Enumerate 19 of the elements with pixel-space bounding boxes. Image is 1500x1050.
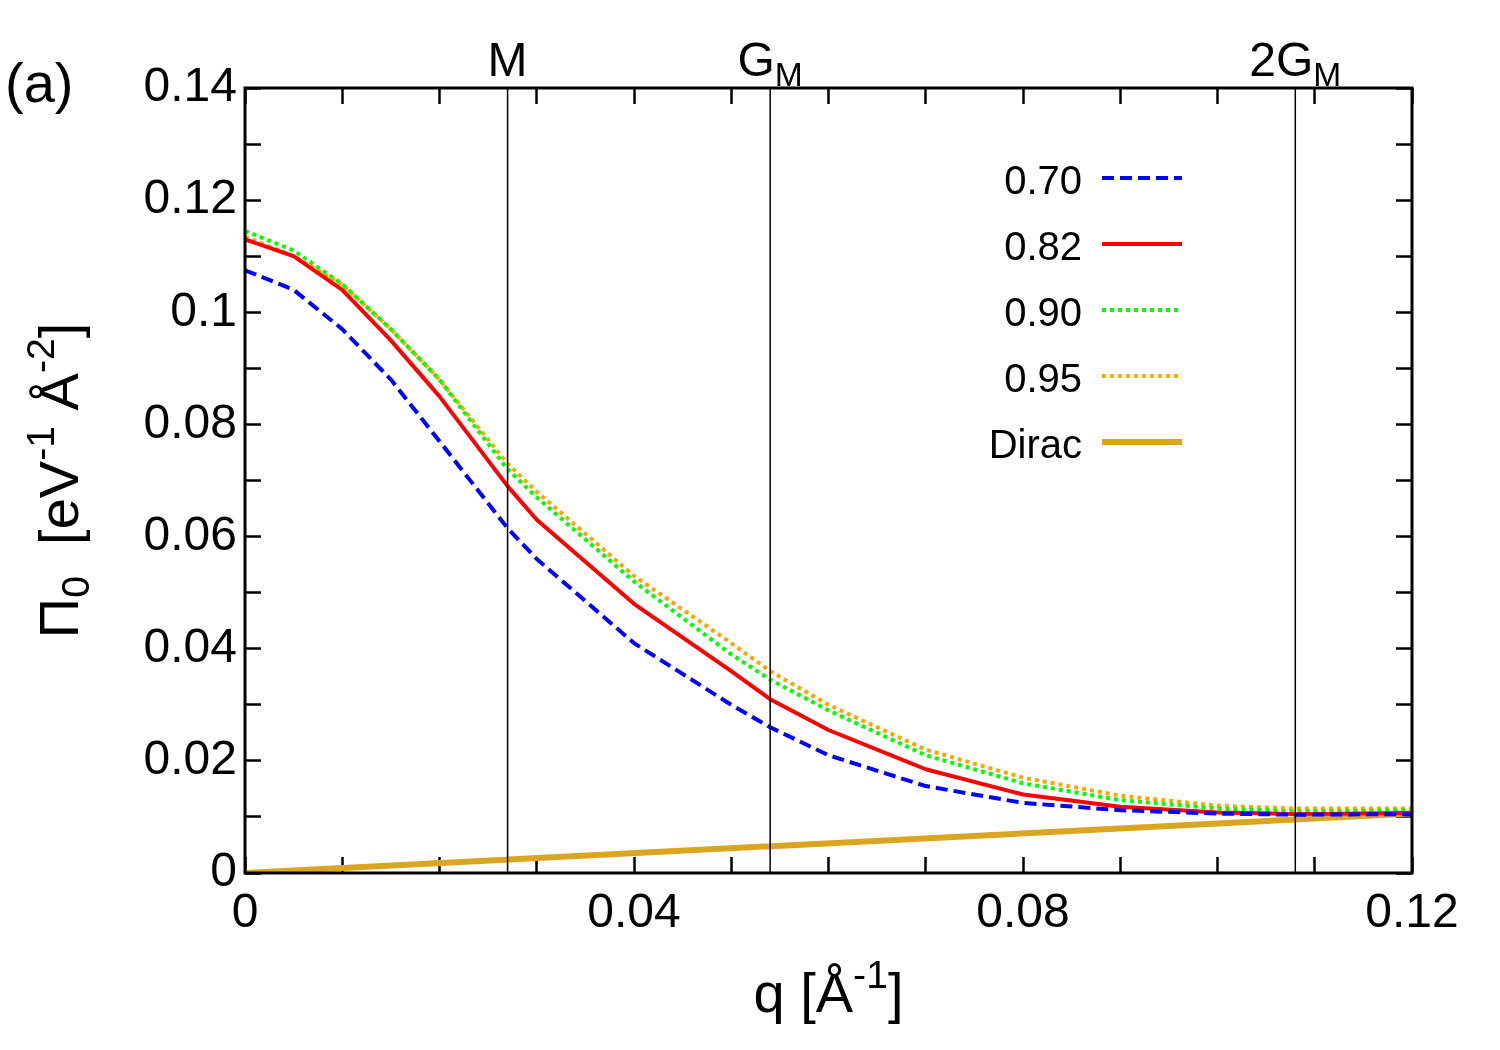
x-tick-label: 0.08: [976, 884, 1070, 938]
ref-line-label: M: [487, 33, 528, 86]
legend-label: 0.82: [1004, 224, 1083, 268]
y-axis-title: Π0 [eV-1 Å-2]: [19, 322, 98, 639]
legend-label: Dirac: [988, 422, 1082, 466]
x-tick-label: 0.12: [1365, 884, 1459, 938]
legend-label: 0.90: [1004, 290, 1083, 334]
y-tick-label: 0.04: [143, 618, 237, 672]
y-tick-label: 0.12: [143, 170, 237, 224]
x-tick-label: 0.04: [587, 884, 681, 938]
y-tick-label: 0.02: [143, 731, 237, 785]
y-tick-label: 0.08: [143, 394, 237, 448]
legend-label: 0.70: [1004, 158, 1083, 202]
y-tick-label: 0.1: [170, 282, 237, 336]
y-tick-label: 0.14: [143, 58, 237, 112]
y-tick-label: 0.06: [143, 506, 237, 560]
y-tick-label: 0: [210, 843, 237, 897]
text: (a): [5, 51, 74, 114]
legend-label: 0.95: [1004, 356, 1083, 400]
